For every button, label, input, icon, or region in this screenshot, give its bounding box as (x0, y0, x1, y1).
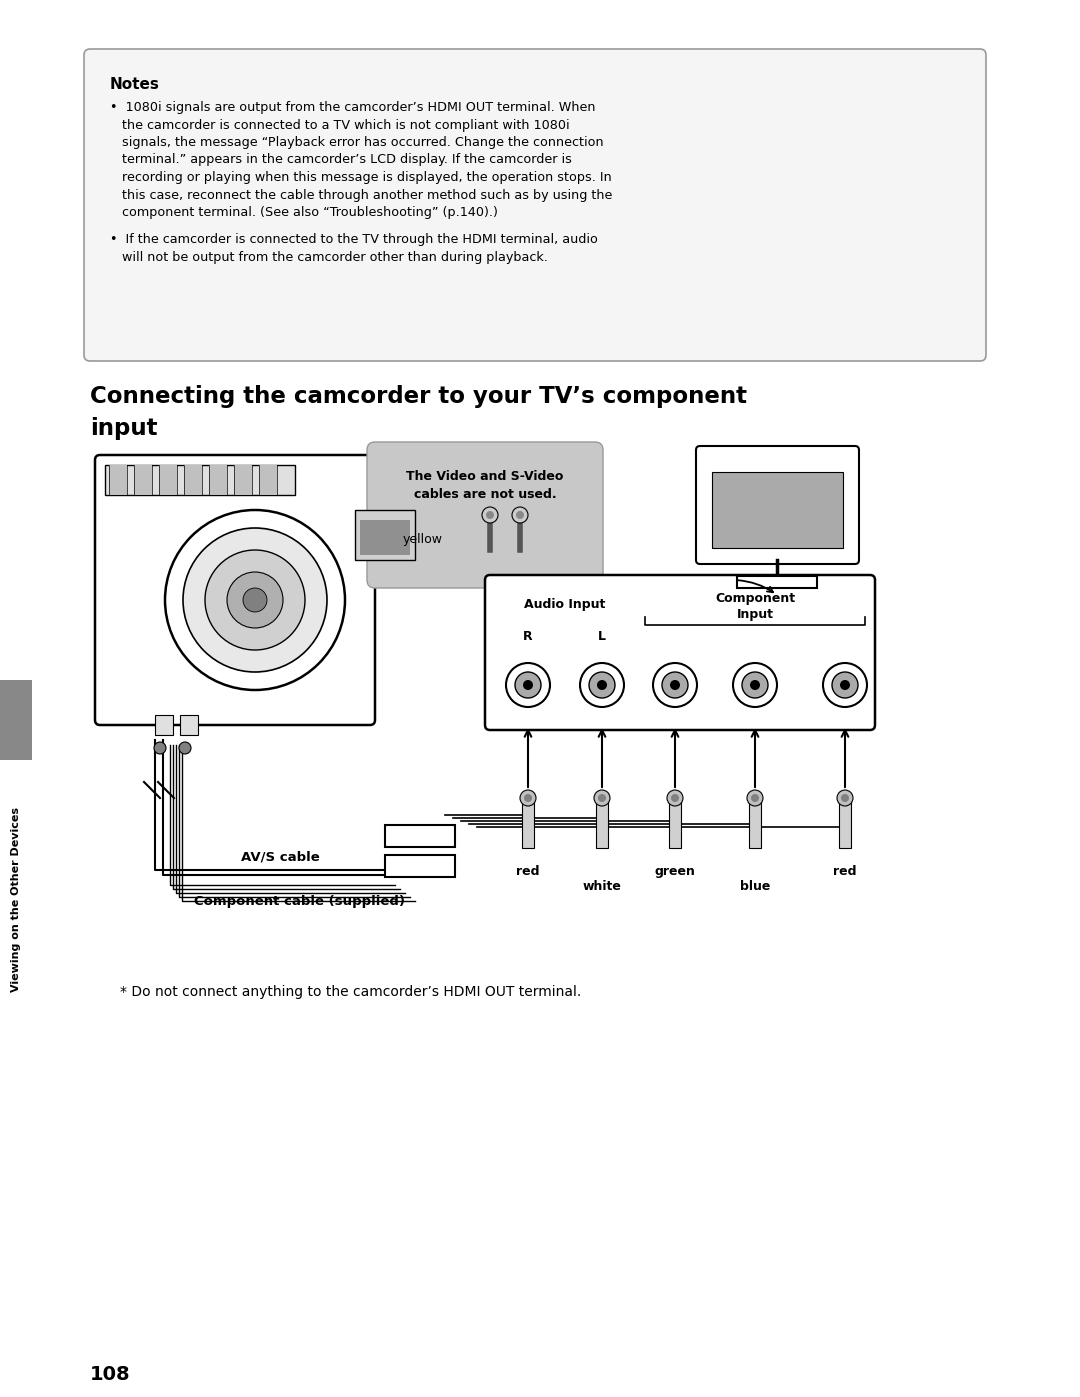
Bar (737, 576, 816, 588)
Bar (134, 465, 152, 495)
Circle shape (598, 793, 606, 802)
Text: The Video and S-Video: The Video and S-Video (406, 469, 564, 483)
Bar (109, 465, 127, 495)
Circle shape (165, 510, 345, 690)
Circle shape (512, 507, 528, 522)
Text: recording or playing when this message is displayed, the operation stops. In: recording or playing when this message i… (110, 170, 611, 184)
Bar (384, 826, 455, 847)
Circle shape (832, 672, 858, 698)
Text: R: R (523, 630, 532, 643)
Bar (105, 465, 295, 495)
Bar (184, 465, 202, 495)
Circle shape (154, 742, 166, 754)
Circle shape (662, 672, 688, 698)
Bar (234, 465, 252, 495)
Circle shape (840, 680, 850, 690)
Text: component terminal. (See also “Troubleshooting” (p.140).): component terminal. (See also “Troublesh… (110, 205, 498, 219)
FancyBboxPatch shape (95, 455, 375, 725)
Bar (180, 715, 198, 735)
Circle shape (227, 571, 283, 629)
Text: this case, reconnect the cable through another method such as by using the: this case, reconnect the cable through a… (110, 189, 612, 201)
Circle shape (597, 680, 607, 690)
FancyBboxPatch shape (367, 441, 603, 588)
Circle shape (482, 507, 498, 522)
Circle shape (524, 793, 532, 802)
Text: Notes: Notes (110, 77, 160, 92)
Text: signals, the message “Playback error has occurred. Change the connection: signals, the message “Playback error has… (110, 136, 604, 149)
Circle shape (243, 588, 267, 612)
Text: will not be output from the camcorder other than during playback.: will not be output from the camcorder ot… (110, 251, 548, 264)
Circle shape (837, 789, 853, 806)
FancyBboxPatch shape (485, 576, 875, 731)
Circle shape (516, 511, 524, 520)
Circle shape (179, 742, 191, 754)
Circle shape (653, 664, 697, 707)
Text: red: red (834, 865, 856, 877)
Text: cables are not used.: cables are not used. (414, 488, 556, 502)
FancyBboxPatch shape (84, 49, 986, 360)
Text: Input: Input (737, 608, 773, 622)
Text: AV/S cable: AV/S cable (241, 849, 320, 863)
Text: Viewing on the Other Devices: Viewing on the Other Devices (11, 807, 21, 992)
Circle shape (205, 550, 305, 650)
Bar (355, 510, 415, 560)
Text: white: white (582, 880, 621, 893)
Circle shape (823, 664, 867, 707)
Circle shape (594, 789, 610, 806)
Circle shape (751, 793, 759, 802)
Bar (669, 793, 681, 848)
Circle shape (671, 793, 679, 802)
Text: •  If the camcorder is connected to the TV through the HDMI terminal, audio: • If the camcorder is connected to the T… (110, 233, 598, 246)
Circle shape (580, 664, 624, 707)
Bar (360, 520, 410, 555)
Bar (750, 793, 761, 848)
Text: 108: 108 (90, 1365, 131, 1384)
Bar (0, 680, 32, 760)
Text: Audio Input: Audio Input (524, 598, 606, 610)
Circle shape (841, 793, 849, 802)
Text: blue: blue (740, 880, 770, 893)
Text: Component cable (supplied): Component cable (supplied) (194, 895, 405, 908)
Circle shape (667, 789, 683, 806)
Bar (259, 465, 276, 495)
Text: input: input (90, 416, 158, 440)
Text: •  1080i signals are output from the camcorder’s HDMI OUT terminal. When: • 1080i signals are output from the camc… (110, 101, 595, 115)
Text: green: green (654, 865, 696, 877)
Circle shape (523, 680, 534, 690)
Text: the camcorder is connected to a TV which is not compliant with 1080i: the camcorder is connected to a TV which… (110, 119, 569, 131)
Text: yellow: yellow (403, 534, 443, 546)
Text: Component: Component (715, 592, 795, 605)
Circle shape (747, 789, 762, 806)
Circle shape (733, 664, 777, 707)
Circle shape (507, 664, 550, 707)
Circle shape (183, 528, 327, 672)
Circle shape (515, 672, 541, 698)
Bar (522, 793, 534, 848)
Text: L: L (598, 630, 606, 643)
Bar (384, 855, 455, 877)
Text: Connecting the camcorder to your TV’s component: Connecting the camcorder to your TV’s co… (90, 386, 747, 408)
Circle shape (670, 680, 680, 690)
Text: terminal.” appears in the camcorder’s LCD display. If the camcorder is: terminal.” appears in the camcorder’s LC… (110, 154, 572, 166)
Bar (839, 793, 851, 848)
Circle shape (519, 789, 536, 806)
Text: red: red (516, 865, 540, 877)
Bar (156, 715, 173, 735)
Bar (159, 465, 177, 495)
Circle shape (750, 680, 760, 690)
Circle shape (589, 672, 615, 698)
Circle shape (486, 511, 494, 520)
Bar (712, 472, 843, 548)
FancyBboxPatch shape (696, 446, 859, 564)
Bar (210, 465, 227, 495)
Bar (596, 793, 608, 848)
Text: * Do not connect anything to the camcorder’s HDMI OUT terminal.: * Do not connect anything to the camcord… (120, 985, 581, 999)
Circle shape (742, 672, 768, 698)
